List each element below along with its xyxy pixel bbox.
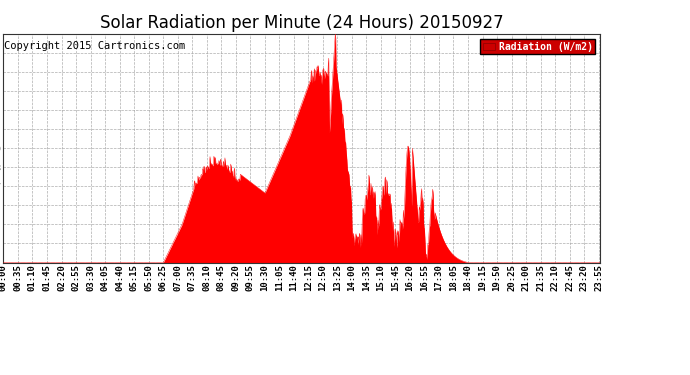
Text: Copyright 2015 Cartronics.com: Copyright 2015 Cartronics.com <box>4 40 186 51</box>
Title: Solar Radiation per Minute (24 Hours) 20150927: Solar Radiation per Minute (24 Hours) 20… <box>100 14 504 32</box>
Legend: Radiation (W/m2): Radiation (W/m2) <box>480 39 595 54</box>
